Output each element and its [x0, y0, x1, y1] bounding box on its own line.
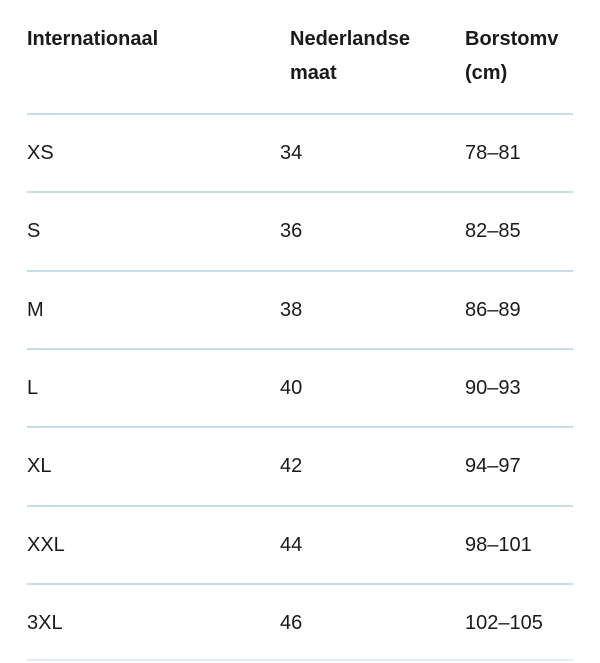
row-divider: [27, 426, 573, 429]
header-dutch-size: Nederlandse maat: [290, 22, 410, 90]
cell-chest: 78–81: [465, 142, 521, 164]
cell-chest: 86–89: [465, 298, 521, 321]
header-text: maat: [290, 62, 337, 84]
row-divider: [27, 582, 573, 585]
cell-international: XL: [27, 455, 52, 478]
table-row: L 40 90–93: [0, 350, 600, 428]
cell-dutch-size: 36: [280, 220, 303, 243]
table-row: 3XL 46 102–105: [0, 585, 600, 663]
table-row: XS 34 78–81: [0, 115, 600, 193]
cell-international: M: [27, 298, 44, 321]
row-divider: [27, 659, 573, 661]
cell-chest: 82–85: [465, 220, 521, 243]
cell-international: 3XL: [27, 611, 63, 634]
header-chest: Borstomv (cm): [465, 22, 558, 90]
table-row: S 36 82–85: [0, 193, 600, 271]
table-row: XL 42 94–97: [0, 428, 600, 506]
header-text: (cm): [465, 62, 508, 84]
cell-dutch-size: 46: [280, 611, 303, 634]
cell-dutch-size: 44: [280, 533, 303, 556]
header-international: Internationaal: [27, 22, 158, 56]
cell-international: XXL: [27, 533, 65, 556]
row-divider: [27, 347, 573, 350]
cell-chest: 98–101: [465, 533, 532, 556]
cell-chest: 90–93: [465, 376, 521, 399]
table-row: M 38 86–89: [0, 272, 600, 350]
table-row: XXL 44 98–101: [0, 507, 600, 585]
header-text: Borstomv: [465, 28, 559, 50]
row-divider: [27, 269, 573, 272]
row-divider: [27, 504, 573, 507]
cell-international: S: [27, 220, 41, 243]
cell-dutch-size: 40: [280, 376, 303, 399]
cell-dutch-size: 42: [280, 455, 303, 478]
cell-international: L: [27, 376, 39, 399]
cell-international: XS: [27, 142, 54, 164]
row-divider: [27, 113, 573, 115]
cell-chest: 94–97: [465, 455, 521, 478]
header-text: Internationaal: [27, 28, 159, 50]
header-text: Nederlandse: [290, 28, 411, 50]
cell-dutch-size: 34: [280, 142, 303, 164]
row-divider: [27, 191, 573, 194]
cell-dutch-size: 38: [280, 298, 303, 321]
cell-chest: 102–105: [465, 611, 543, 634]
